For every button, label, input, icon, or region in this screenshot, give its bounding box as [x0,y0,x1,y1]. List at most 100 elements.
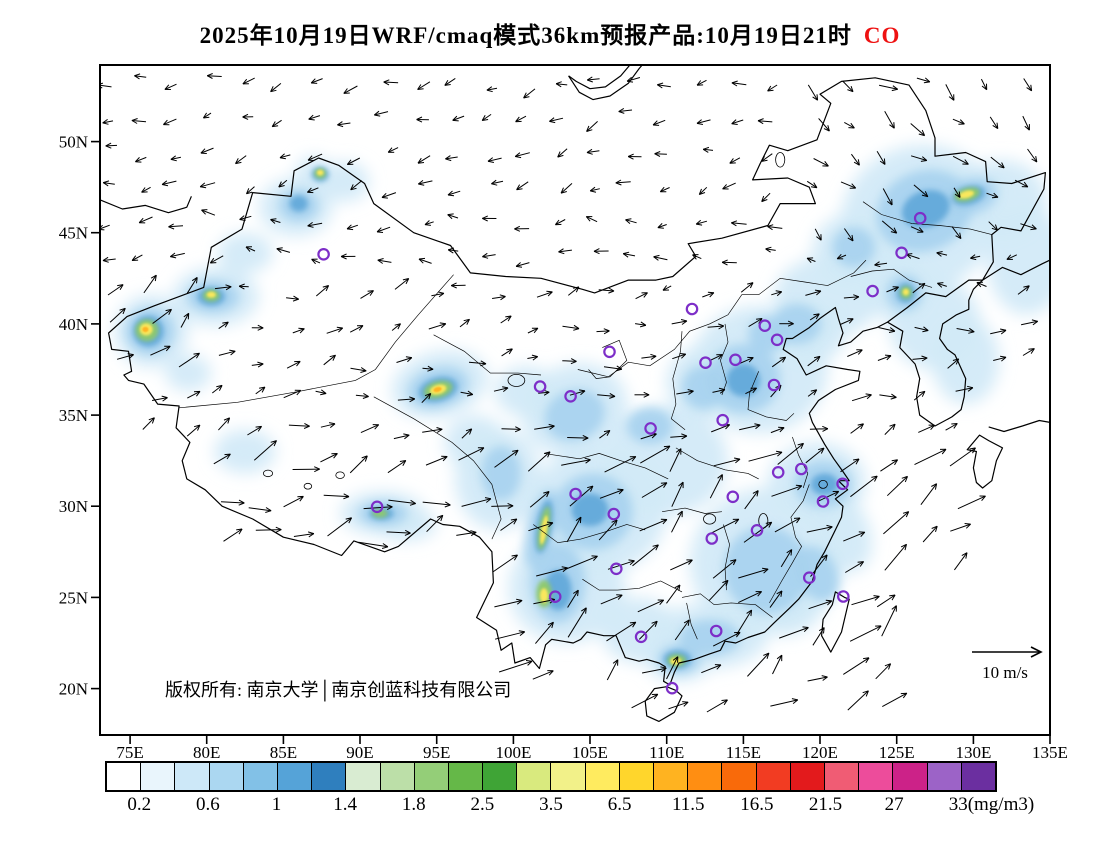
colorbar-tick-label: 1 [271,794,282,815]
wind-arrow [527,451,551,472]
wind-arrow [882,188,893,206]
wind-arrow [635,292,648,300]
lon-tick-label: 125E [879,743,915,762]
wind-arrow [748,318,763,328]
wind-arrow [186,277,198,294]
wind-arrow [844,121,855,129]
wind-arrow [743,521,772,543]
wind-arrow [807,84,819,101]
wind-arrow [918,424,935,433]
wind-arrow [807,389,818,397]
colorbar-cell [243,763,278,790]
wind-arrow [710,354,723,361]
wind-arrow [947,358,960,369]
wind-arrow [418,180,433,185]
coastlines [100,65,1050,722]
wind-arrow [945,84,955,101]
lon-tick-label: 135E [1032,743,1068,762]
wind-arrow [711,424,730,433]
city-marker [644,422,657,435]
wind-arrow [702,292,715,298]
wind-arrow [910,123,925,136]
wind-arrow [527,356,538,359]
wind-arrow [349,455,368,474]
wind-arrow [100,84,112,88]
wind-arrow [456,531,477,536]
wind-arrow [102,258,116,261]
wind-arrow [350,367,367,372]
province-border-path [670,331,686,430]
wind-arrow [239,215,252,220]
wind-arrow [566,516,582,543]
wind-arrow [914,326,929,331]
wind-arrow [391,323,401,331]
lake-outline [818,479,828,489]
wind-arrow [623,253,636,257]
wind-arrow [461,498,492,507]
wind-arrow [850,423,864,434]
lake-outline [303,482,313,490]
wind-arrow [528,522,554,532]
wind-arrow [293,533,314,537]
province-border-path [850,268,933,288]
wind-arrow [327,517,352,537]
wind-arrow [772,654,783,675]
pollution-patch [320,161,370,202]
wind-arrow [878,327,896,332]
wind-arrow [320,423,336,428]
wind-arrow [951,226,962,239]
wind-arrow [761,153,773,162]
colorbar-tick-label: 1.4 [333,794,358,815]
wind-arrow [642,667,667,674]
wind-arrow [492,554,518,573]
lat-tick-label: 20N [59,680,88,699]
coastline-path [988,419,1050,433]
wind-arrow [731,82,747,86]
colorbar-cell [824,763,860,790]
wind-arrow [253,440,277,461]
wind-arrow [669,448,682,472]
wind-arrow [666,584,681,604]
wind-arrow [738,568,769,579]
city-marker [726,490,740,504]
wind-arrow [164,83,177,90]
city-marker [370,500,384,514]
pollution-patch [544,388,605,442]
wind-arrow [920,483,938,505]
wind-arrow [713,458,741,467]
wind-arrow [557,148,568,158]
wind-arrow [246,186,255,195]
colorbar-tick-label: 0.6 [196,794,220,815]
city-marker [750,523,764,537]
wind-arrow [223,528,243,542]
wind-arrow [271,119,282,128]
lon-tick-label: 120E [802,743,838,762]
wind-arrow [765,248,776,251]
pollution-patch [217,232,273,273]
wind-arrow [809,428,828,430]
wind-arrow [712,631,741,647]
pollution-patch [810,473,839,496]
wind-arrow [376,226,391,233]
wind-arrow [481,113,492,121]
wind-arrow [200,147,214,154]
wind-arrow [1022,348,1035,356]
wind-arrow [425,456,448,466]
wind-arrow [709,474,723,499]
wind-arrow [886,286,899,293]
lon-tick-label: 90E [346,743,373,762]
wind-arrow [363,506,393,510]
wind-arrow [735,609,753,636]
wind-arrow [748,451,783,462]
wind-arrow [640,433,657,440]
wind-arrow [884,543,907,571]
province-border-path [433,334,542,376]
wind-arrow [307,222,323,227]
colorbar-cell [551,763,586,790]
wind-arrow [606,621,637,642]
wind-arrow [952,118,965,125]
wind-arrow [218,321,229,330]
lat-tick-label: 35N [59,406,88,425]
wind-arrow [270,219,281,223]
